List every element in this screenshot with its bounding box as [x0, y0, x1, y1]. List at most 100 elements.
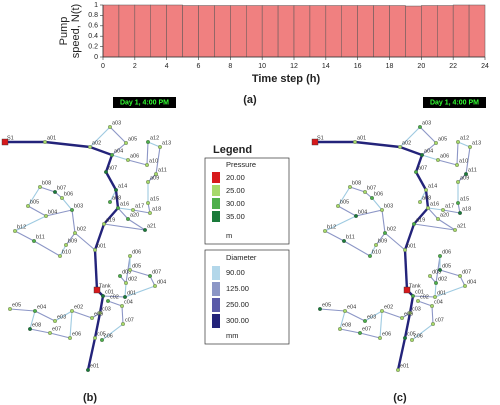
junction	[453, 228, 457, 232]
source	[93, 286, 101, 294]
node-label: d07	[462, 269, 471, 275]
node-label: a19	[106, 217, 115, 223]
pipe	[111, 154, 129, 161]
pressure-item: 30.00	[226, 199, 245, 208]
pipe	[319, 308, 346, 312]
main-pipe	[424, 189, 430, 209]
junction	[43, 140, 47, 144]
node-label: e04	[347, 304, 356, 310]
node-label: c01	[105, 289, 114, 295]
pipe	[74, 232, 96, 251]
junction	[48, 331, 52, 335]
node-label: c07	[435, 317, 444, 323]
time-label: Day 1, 4:00 PM	[430, 99, 479, 106]
junction	[433, 295, 437, 299]
junction	[101, 294, 105, 298]
node-label: b01	[407, 243, 416, 249]
pipe	[417, 300, 433, 307]
junction	[434, 141, 438, 145]
pipe	[49, 332, 71, 339]
pipe	[121, 305, 124, 325]
bar	[373, 5, 390, 58]
time-box	[423, 97, 486, 108]
node-label: d06	[442, 249, 451, 255]
pipe	[39, 186, 56, 193]
node-label: d01	[437, 290, 446, 296]
y-tick-label: 0.2	[88, 43, 98, 50]
junction	[121, 322, 125, 326]
node-label: b07	[367, 185, 376, 191]
node-label: a06	[130, 153, 139, 159]
junction	[128, 254, 132, 258]
node-label: b05	[340, 199, 349, 205]
diameter-title: Diameter	[226, 253, 257, 262]
node-label: b03	[74, 203, 83, 209]
node-label: b12	[327, 224, 336, 230]
node-label: a16	[120, 201, 129, 207]
x-tick-label: 10	[258, 63, 266, 70]
junction	[363, 190, 367, 194]
main-pipe	[44, 140, 91, 149]
bar	[452, 4, 470, 58]
pipe	[29, 328, 51, 334]
junction	[148, 274, 152, 278]
bar	[166, 4, 183, 58]
node-label: b10	[62, 249, 71, 255]
x-tick-label: 24	[481, 63, 489, 70]
junction	[108, 125, 112, 129]
node-label: e09	[404, 311, 413, 317]
pressure-item: 25.00	[226, 186, 245, 195]
pipe	[413, 223, 456, 231]
pipe	[45, 209, 73, 217]
main-pipe	[93, 312, 102, 339]
diameter-swatch	[212, 266, 220, 280]
diameter-item: 300.00	[226, 316, 249, 325]
junction	[126, 217, 130, 221]
junction	[358, 331, 362, 335]
junction	[131, 208, 135, 212]
pipe	[337, 205, 357, 217]
bar	[134, 4, 151, 58]
node-label: a17	[135, 203, 144, 209]
pressure-swatch	[212, 211, 220, 222]
junction	[458, 211, 462, 215]
node-label: a06	[440, 153, 449, 159]
junction	[124, 141, 128, 145]
pipe	[399, 126, 421, 148]
junction	[428, 274, 432, 278]
pipe	[124, 285, 156, 298]
junction	[153, 284, 157, 288]
node-label: c03	[412, 306, 421, 312]
junction	[468, 145, 472, 149]
junction	[396, 368, 400, 372]
bar	[118, 4, 136, 58]
junction	[374, 243, 378, 247]
pipe	[33, 240, 61, 257]
time-label: Day 1, 4:00 PM	[120, 99, 169, 106]
node-label: a05	[438, 136, 447, 142]
junction	[383, 231, 387, 235]
junction	[53, 190, 57, 194]
node-label: a07	[418, 165, 427, 171]
junction	[408, 311, 412, 315]
junction	[126, 158, 130, 162]
node-label: b12	[17, 224, 26, 230]
junction	[458, 274, 462, 278]
node-label: a11	[468, 167, 477, 173]
pipe	[117, 207, 134, 211]
pipe	[339, 310, 346, 330]
bar	[293, 5, 311, 58]
pipe	[29, 310, 36, 330]
y-tick-label: 0.4	[88, 33, 98, 40]
node-label: a17	[445, 203, 454, 209]
main-pipe	[86, 337, 97, 371]
node-label: e01	[90, 363, 99, 369]
junction	[412, 222, 416, 226]
node-label: a13	[472, 140, 481, 146]
junction	[410, 338, 414, 342]
node-label: b06	[64, 191, 73, 197]
main-pipe	[408, 295, 415, 314]
junction	[114, 188, 118, 192]
junction	[146, 201, 150, 205]
junction	[368, 254, 372, 258]
